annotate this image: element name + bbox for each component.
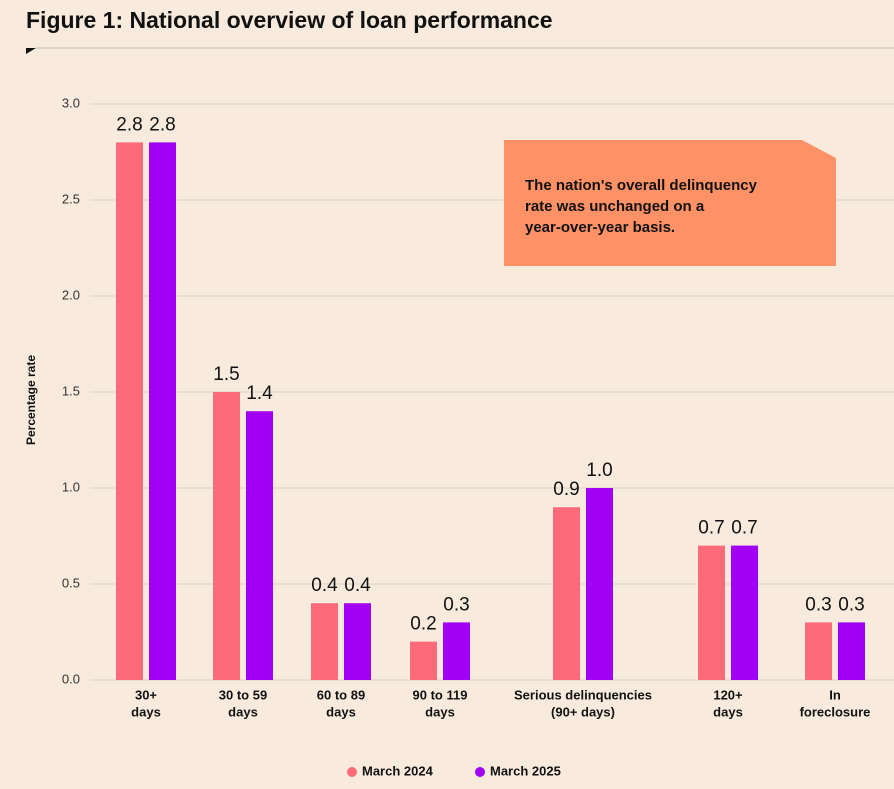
legend-label: March 2024 bbox=[362, 763, 434, 778]
y-tick-label: 3.0 bbox=[62, 95, 80, 110]
x-tick-label: days bbox=[425, 704, 455, 719]
bar bbox=[311, 603, 338, 680]
value-label: 2.8 bbox=[149, 114, 175, 135]
value-label: 0.7 bbox=[731, 518, 757, 539]
x-tick-label: 90 to 119 bbox=[413, 687, 468, 702]
x-tick-label: 60 to 89 bbox=[317, 687, 365, 702]
value-label: 1.0 bbox=[586, 460, 612, 481]
y-tick-label: 2.5 bbox=[62, 191, 80, 206]
bar bbox=[246, 411, 273, 680]
y-tick-label: 0.0 bbox=[62, 671, 80, 686]
bar bbox=[553, 507, 580, 680]
x-tick-label: 30 to 59 bbox=[219, 687, 267, 702]
y-tick-label: 1.5 bbox=[62, 383, 80, 398]
value-label: 0.3 bbox=[805, 594, 831, 615]
x-tick-label: days bbox=[713, 704, 743, 719]
title-accent bbox=[26, 48, 36, 54]
annotation-line: year-over-year basis. bbox=[525, 219, 675, 236]
value-label: 1.4 bbox=[246, 383, 273, 404]
legend-swatch bbox=[475, 767, 485, 777]
value-label: 0.4 bbox=[311, 575, 338, 596]
x-tick-label: foreclosure bbox=[800, 704, 871, 719]
y-tick-label: 1.0 bbox=[62, 479, 80, 494]
bar bbox=[698, 545, 725, 680]
value-label: 2.8 bbox=[116, 114, 142, 135]
x-tick-label: 120+ bbox=[713, 687, 743, 702]
x-tick-label: In bbox=[829, 687, 841, 702]
bar bbox=[116, 142, 143, 680]
bar bbox=[213, 392, 240, 680]
bar bbox=[410, 641, 437, 680]
x-tick-label: 30+ bbox=[135, 687, 157, 702]
y-tick-label: 2.0 bbox=[62, 287, 80, 302]
value-label: 0.9 bbox=[553, 479, 579, 500]
bar bbox=[731, 545, 758, 680]
y-axis-label: Percentage rate bbox=[24, 355, 38, 445]
legend-swatch bbox=[347, 767, 357, 777]
bar bbox=[344, 603, 371, 680]
y-tick-label: 0.5 bbox=[62, 575, 80, 590]
annotation-line: The nation's overall delinquency bbox=[525, 177, 758, 194]
value-label: 0.3 bbox=[443, 594, 469, 615]
bar bbox=[586, 488, 613, 680]
value-label: 0.7 bbox=[698, 518, 724, 539]
value-label: 0.3 bbox=[838, 594, 864, 615]
chart-title: Figure 1: National overview of loan perf… bbox=[26, 7, 553, 33]
bar bbox=[805, 622, 832, 680]
bar bbox=[443, 622, 470, 680]
legend-label: March 2025 bbox=[490, 763, 561, 778]
value-label: 0.4 bbox=[344, 575, 371, 596]
annotation-line: rate was unchanged on a bbox=[525, 198, 705, 215]
bar bbox=[838, 622, 865, 680]
value-label: 1.5 bbox=[213, 364, 239, 385]
x-tick-label: Serious delinquencies bbox=[514, 687, 652, 702]
x-tick-label: days bbox=[228, 704, 258, 719]
annotation-box bbox=[504, 140, 836, 266]
x-tick-label: days bbox=[326, 704, 356, 719]
bar bbox=[149, 142, 176, 680]
x-tick-label: (90+ days) bbox=[551, 704, 615, 719]
x-tick-label: days bbox=[131, 704, 161, 719]
value-label: 0.2 bbox=[410, 614, 436, 635]
